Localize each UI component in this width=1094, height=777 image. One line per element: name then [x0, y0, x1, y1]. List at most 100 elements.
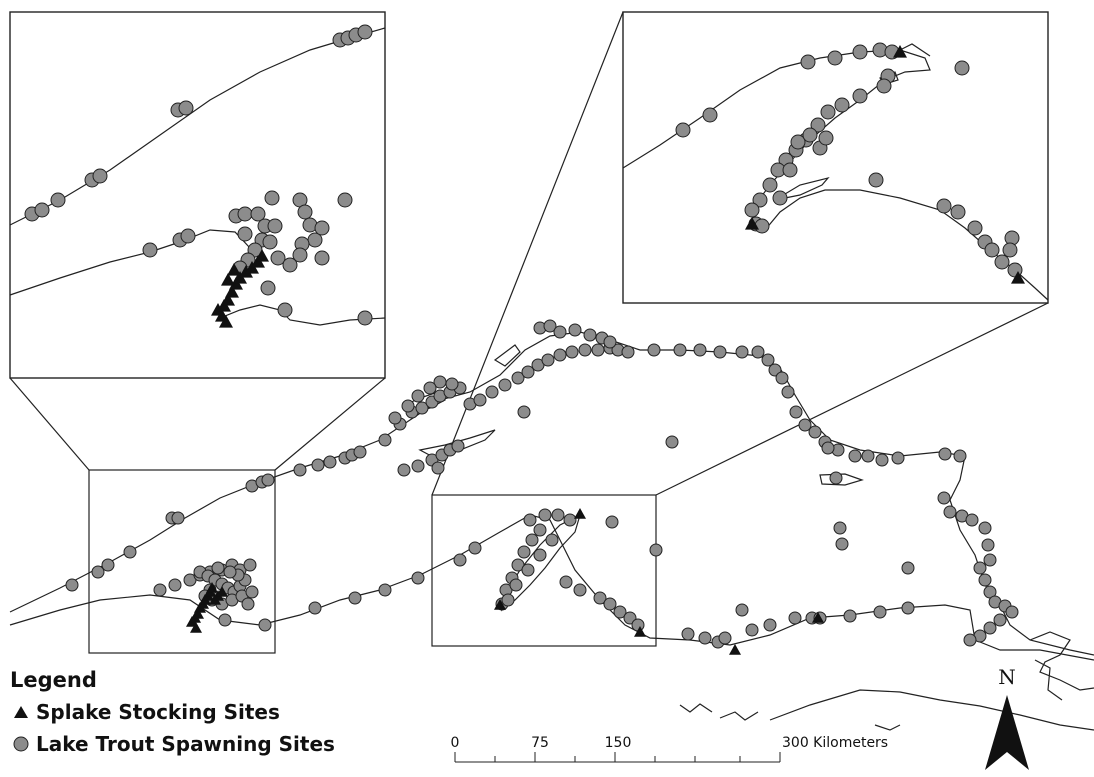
spawning-site — [718, 631, 732, 645]
spawning-site — [937, 491, 951, 505]
spawning-site — [782, 162, 798, 178]
spawning-site — [262, 234, 278, 250]
spawning-site — [810, 117, 826, 133]
stocking-site — [494, 599, 506, 610]
spawning-site — [954, 60, 970, 76]
stocking-site — [206, 582, 218, 593]
spawning-site — [401, 399, 415, 413]
spawning-site — [583, 328, 597, 342]
spawning-site — [852, 88, 868, 104]
stocking-site — [634, 626, 646, 637]
spawning-site — [675, 122, 691, 138]
spawning-site — [873, 605, 887, 619]
spawning-site — [388, 411, 402, 425]
stocking-site — [239, 265, 253, 278]
spawning-site — [790, 134, 806, 150]
stocking-site — [574, 508, 586, 519]
spawning-site — [223, 565, 237, 579]
spawning-site — [761, 353, 775, 367]
spawning-site — [218, 613, 232, 627]
spawning-site — [983, 553, 997, 567]
spawning-site — [833, 521, 847, 535]
spawning-site — [250, 206, 266, 222]
spawning-site — [827, 50, 843, 66]
spawning-site — [613, 605, 627, 619]
spawning-site — [875, 453, 889, 467]
scale-bar — [454, 752, 781, 763]
spawning-site — [533, 523, 547, 537]
spawning-site — [967, 220, 983, 236]
spawning-site — [821, 441, 835, 455]
spawning-site — [848, 449, 862, 463]
spawning-site — [237, 206, 253, 222]
legend-title: Legend — [10, 668, 97, 692]
stocking-site — [1011, 271, 1025, 284]
inset-box-west — [88, 469, 276, 654]
spawning-site — [901, 561, 915, 575]
spawning-site — [123, 545, 137, 559]
spawning-site — [314, 220, 330, 236]
spawning-site — [953, 449, 967, 463]
stocking-site — [221, 273, 235, 286]
spawning-site — [523, 513, 537, 527]
spawning-site — [981, 538, 995, 552]
spawning-site — [631, 618, 645, 632]
spawning-site — [673, 343, 687, 357]
spawning-site — [693, 343, 707, 357]
spawning-site — [603, 597, 617, 611]
spawning-site — [621, 345, 635, 359]
spawning-site — [473, 393, 487, 407]
spawning-site — [468, 541, 482, 555]
spawning-site — [411, 389, 425, 403]
spawning-site — [591, 343, 605, 357]
spawning-site — [568, 323, 582, 337]
spawning-site — [702, 107, 718, 123]
spawning-site — [237, 226, 253, 242]
spawning-site — [431, 461, 445, 475]
spawning-site — [763, 618, 777, 632]
spawning-site — [411, 459, 425, 473]
spawning-site — [781, 385, 795, 399]
spawning-site — [978, 573, 992, 587]
spawning-site — [993, 613, 1007, 627]
spawning-site — [551, 508, 565, 522]
spawning-site — [563, 513, 577, 527]
spawning-site — [834, 97, 850, 113]
spawning-site — [868, 172, 884, 188]
spawning-site — [511, 371, 525, 385]
triangle-icon — [10, 701, 36, 723]
scale-label-75: 75 — [531, 735, 549, 751]
spawning-site — [241, 597, 255, 611]
scale-label-150: 150 — [605, 735, 632, 751]
spawning-site — [348, 591, 362, 605]
spawning-site — [509, 578, 523, 592]
spawning-site — [943, 505, 957, 519]
legend-item-stocking: Splake Stocking Sites — [10, 696, 335, 728]
spawning-site — [323, 455, 337, 469]
spawning-site — [978, 521, 992, 535]
spawning-site — [593, 591, 607, 605]
spawning-site — [538, 508, 552, 522]
spawning-site — [311, 458, 325, 472]
spawning-site — [573, 583, 587, 597]
spawning-site — [211, 561, 225, 575]
spawning-site — [337, 192, 353, 208]
spawning-site — [735, 603, 749, 617]
inset-box-keweenaw — [431, 494, 657, 647]
spawning-site — [142, 242, 158, 258]
spawning-site — [501, 593, 515, 607]
spawning-site — [270, 250, 286, 266]
spawning-site — [260, 280, 276, 296]
spawning-site — [901, 601, 915, 615]
main-spawning-sites — [65, 319, 1019, 649]
scale-label-0: 0 — [451, 735, 460, 751]
stocking-site — [190, 622, 202, 633]
spawning-site — [171, 511, 185, 525]
spawning-site — [423, 381, 437, 395]
spawning-site — [745, 623, 759, 637]
spawning-site — [744, 202, 760, 218]
spawning-site — [267, 218, 283, 234]
main-stocking-sites — [186, 508, 824, 655]
scale-label-300: 300 Kilometers — [782, 735, 888, 751]
